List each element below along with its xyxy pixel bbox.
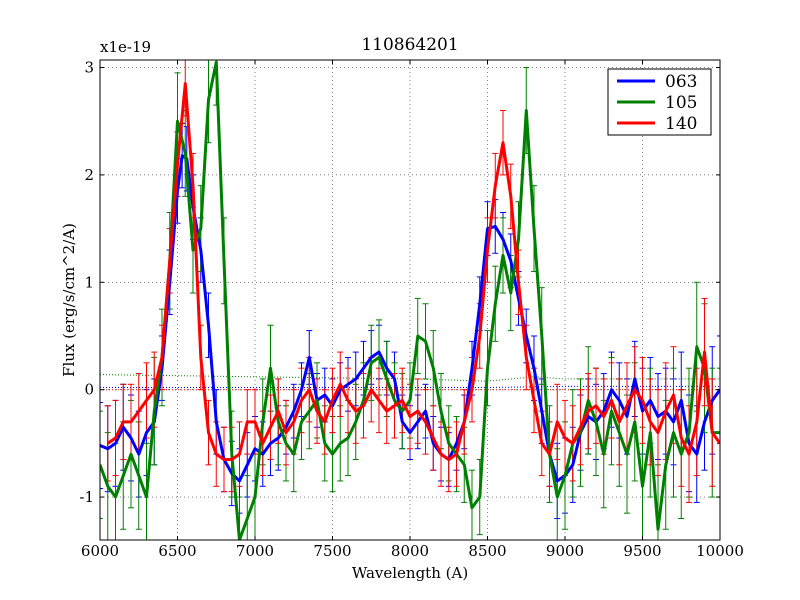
data-series [100,60,720,540]
x-tick-label: 6000 [81,542,119,560]
x-tick-label: 8500 [468,542,506,560]
legend-label-063: 063 [665,72,697,92]
y-tick-label: -1 [79,488,94,506]
y-tick-label: 0 [84,381,94,399]
x-axis-label: Wavelength (A) [352,564,468,582]
y-tick-label: 2 [84,166,94,184]
y-axis-label: Flux (erg/s/cm^2/A) [60,223,78,377]
y-tick-label: 3 [84,59,94,77]
x-tick-label: 9000 [546,542,584,560]
y-ticks: -1 0 1 2 3 [79,59,720,506]
legend-label-105: 105 [665,93,697,113]
x-tick-label: 7000 [236,542,274,560]
x-tick-label: 7500 [313,542,351,560]
legend-label-140: 140 [665,114,697,134]
x-tick-label: 10000 [696,542,744,560]
y-offset-label: x1e-19 [100,38,151,56]
chart-title: 110864201 [361,35,458,55]
y-tick-label: 1 [84,273,94,291]
series-line-063 [100,154,720,483]
series-line-140 [106,82,720,461]
x-ticks: 6000 6500 7000 7500 8000 8500 9000 9500 10000 [81,60,744,560]
series-line-105 [100,60,720,540]
x-tick-label: 8000 [391,542,429,560]
x-tick-label: 9500 [623,542,661,560]
x-tick-label: 6500 [158,542,196,560]
